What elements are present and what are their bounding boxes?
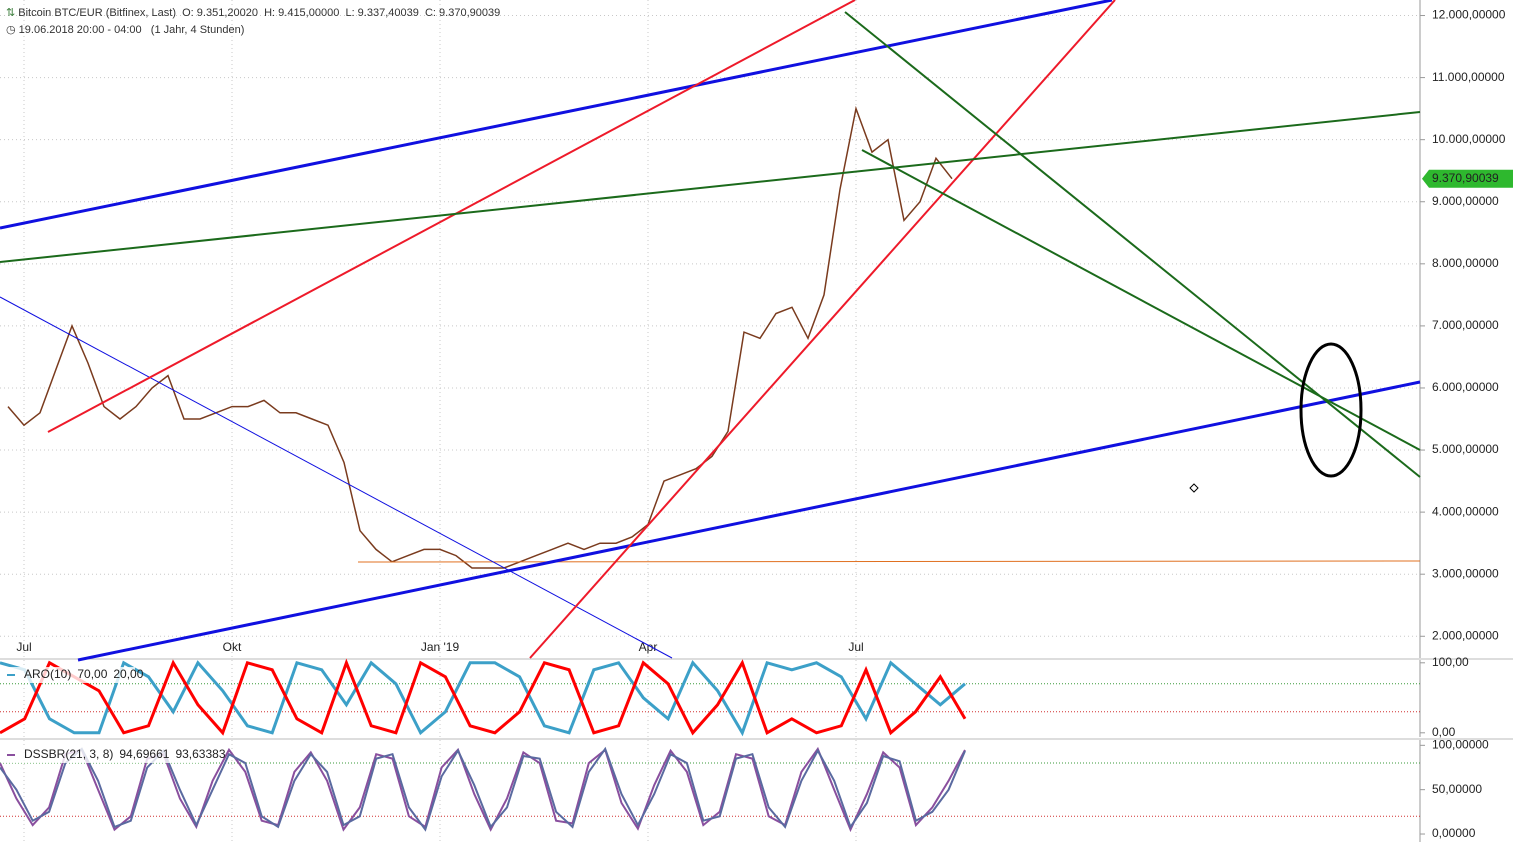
header: ⇅ Bitcoin BTC/EUR (Bitfinex, Last) O: 9.… [6, 7, 501, 19]
ohlc: O: 9.351,20020 [182, 7, 258, 19]
legend-title: ARO(10) [24, 667, 71, 681]
y-tick-label: 100,00000 [1432, 737, 1489, 751]
y-tick-label: 0,00 [1432, 725, 1456, 739]
legend-box [3, 747, 208, 763]
ohlc: C: 9.370,90039 [424, 7, 501, 19]
trend-line [77, 380, 1421, 662]
legend-title: DSSBR(21, 3, 8) [24, 747, 113, 761]
trend-lines [0, 0, 1421, 662]
x-tick-label: Apr [639, 640, 658, 654]
y-tick-label: 6.000,00000 [1432, 380, 1499, 394]
trend-line [47, 0, 856, 433]
y-tick-label: 12.000,00000 [1432, 8, 1506, 22]
marker [1189, 483, 1199, 493]
y-tick-label: 50,00000 [1432, 782, 1482, 796]
trend-line [529, 0, 1116, 659]
legend-readout: 70,00 [77, 667, 107, 681]
y-tick-label: 2.000,00000 [1432, 628, 1499, 642]
subtitle: 19.06.2018 20:00 - 04:00 [18, 24, 142, 36]
x-tick-label: Jul [848, 640, 863, 654]
x-tick-label: Jul [16, 640, 31, 654]
y-tick-label: 5.000,00000 [1432, 442, 1499, 456]
y-tick-label: 8.000,00000 [1432, 256, 1499, 270]
subheader: ◷ 19.06.2018 20:00 - 04:00 (1 Jahr, 4 St… [6, 24, 245, 36]
y-tick-label: 0,00000 [1432, 826, 1476, 840]
last-value-label: 9.370,90039 [1432, 171, 1499, 185]
trend-line [861, 149, 1421, 451]
support-line [357, 560, 1421, 563]
x-tick-label: Jan '19 [421, 640, 460, 654]
data-line [7, 105, 953, 569]
trend-line [0, 296, 673, 659]
y-tick-label: 4.000,00000 [1432, 504, 1499, 518]
y-tick-label: 10.000,00000 [1432, 132, 1506, 146]
trend-line [0, 111, 1421, 263]
ohlc: H: 9.415,00000 [264, 7, 340, 19]
data-line [0, 658, 967, 736]
last-value-box [1422, 169, 1513, 188]
legend-readout: 93,63383 [175, 747, 225, 761]
legend-readout: 94,69661 [119, 747, 169, 761]
title: Bitcoin BTC/EUR (Bitfinex, Last) [18, 7, 176, 19]
legend-readout: 20,00 [113, 667, 143, 681]
ohlc: L: 9.337,40039 [345, 7, 419, 19]
y-tick-label: 9.000,00000 [1432, 194, 1499, 208]
trend-line [0, 0, 1113, 230]
legend-swatch [7, 754, 15, 756]
y-tick-label: 7.000,00000 [1432, 318, 1499, 332]
period: (1 Jahr, 4 Stunden) [150, 24, 245, 36]
highlight-ellipse [1299, 342, 1363, 478]
y-tick-label: 11.000,00000 [1432, 70, 1505, 84]
y-tick-label: 100,00 [1432, 655, 1469, 669]
legend-box [3, 667, 135, 683]
legend-swatch [7, 674, 15, 676]
y-tick-label: 3.000,00000 [1432, 566, 1499, 580]
x-tick-label: Okt [223, 640, 242, 654]
